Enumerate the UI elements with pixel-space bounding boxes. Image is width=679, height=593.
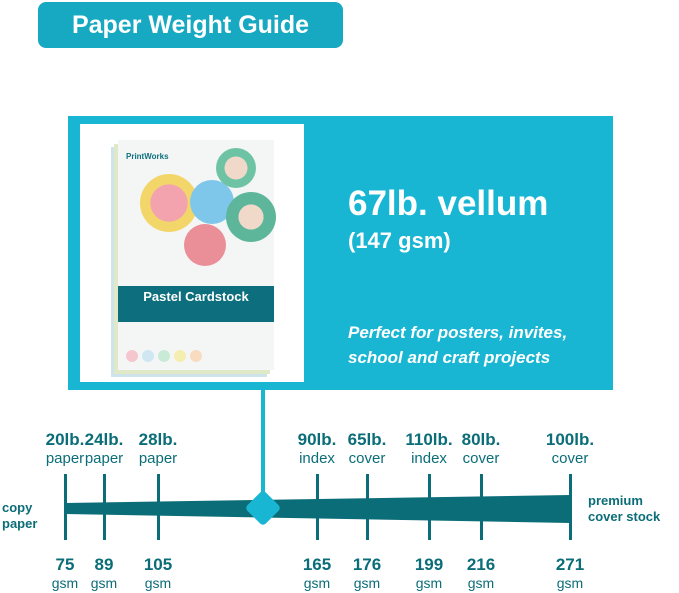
tick-gsm-label: 176 gsm bbox=[337, 556, 397, 593]
tick-gsm-label: 216 gsm bbox=[451, 556, 511, 593]
tick-gsm-label: 165 gsm bbox=[287, 556, 347, 593]
gsm-value: 271 bbox=[555, 555, 585, 574]
pinwheel-decoration bbox=[226, 192, 276, 242]
gsm-unit: gsm bbox=[303, 575, 331, 591]
brand-logo: PrintWorks bbox=[126, 152, 169, 161]
description-line: Perfect for posters, invites, bbox=[348, 323, 568, 342]
paper-type: paper bbox=[138, 450, 178, 467]
package-label: Pastel Cardstock bbox=[118, 286, 274, 322]
gsm-value: 199 bbox=[414, 555, 444, 574]
description-line: school and craft projects bbox=[348, 348, 551, 367]
gsm-value: 216 bbox=[466, 555, 496, 574]
paper-type: index bbox=[299, 450, 335, 467]
gsm-unit: gsm bbox=[144, 575, 172, 591]
gsm-value: 105 bbox=[143, 555, 173, 574]
pinwheel-decoration bbox=[140, 174, 198, 232]
label-line: paper bbox=[2, 516, 38, 531]
tick-weight-label: 28lb. paper bbox=[123, 430, 193, 468]
scale-tick bbox=[64, 474, 67, 540]
current-weight-marker bbox=[246, 491, 280, 525]
gsm-unit: gsm bbox=[51, 575, 79, 591]
scale-tick bbox=[569, 474, 572, 540]
pinwheel-decoration bbox=[216, 148, 256, 188]
scale-tick bbox=[103, 474, 106, 540]
tick-gsm-label: 89 gsm bbox=[74, 556, 134, 593]
weight-value: 24lb. bbox=[84, 430, 124, 449]
page-title: Paper Weight Guide bbox=[38, 2, 343, 48]
tick-weight-label: 110lb. index bbox=[394, 430, 464, 468]
label-line: premium bbox=[588, 493, 643, 508]
label-line: copy bbox=[2, 500, 33, 515]
weight-value: 65lb. bbox=[347, 430, 387, 449]
product-gsm: (147 gsm) bbox=[348, 228, 451, 253]
tick-weight-label: 100lb. cover bbox=[535, 430, 605, 468]
paper-type: index bbox=[411, 450, 447, 467]
product-image: PrintWorks Pastel Cardstock bbox=[80, 124, 304, 382]
paper-type: paper bbox=[84, 450, 124, 467]
scale-tick bbox=[480, 474, 483, 540]
gsm-value: 165 bbox=[302, 555, 332, 574]
weight-value: 80lb. bbox=[461, 430, 501, 449]
pinwheel-decoration bbox=[184, 224, 226, 266]
scale-tick bbox=[428, 474, 431, 540]
scale-tick bbox=[366, 474, 369, 540]
tick-weight-label: 80lb. cover bbox=[446, 430, 516, 468]
weight-value: 20lb. bbox=[45, 430, 85, 449]
weight-value: 100lb. bbox=[545, 430, 595, 449]
tick-gsm-label: 199 gsm bbox=[399, 556, 459, 593]
paper-type: cover bbox=[462, 450, 500, 467]
tick-gsm-label: 271 gsm bbox=[540, 556, 600, 593]
weight-value: 28lb. bbox=[138, 430, 178, 449]
scale-tick bbox=[316, 474, 319, 540]
cardstock-package: PrintWorks Pastel Cardstock bbox=[118, 140, 276, 370]
weight-value: 110lb. bbox=[405, 430, 453, 449]
paper-type: paper bbox=[45, 450, 85, 467]
gsm-unit: gsm bbox=[556, 575, 584, 591]
tick-weight-label: 20lb. paper bbox=[30, 430, 100, 468]
gsm-value: 89 bbox=[94, 555, 114, 574]
gsm-unit: gsm bbox=[353, 575, 381, 591]
weight-value: 90lb. bbox=[297, 430, 337, 449]
scale-right-label: premium cover stock bbox=[588, 493, 660, 525]
color-swatches bbox=[126, 350, 202, 362]
tick-gsm-label: 105 gsm bbox=[128, 556, 188, 593]
gsm-unit: gsm bbox=[90, 575, 118, 591]
paper-type: cover bbox=[348, 450, 386, 467]
gsm-value: 176 bbox=[352, 555, 382, 574]
product-weight: 67lb. vellum bbox=[348, 184, 549, 223]
tick-weight-label: 65lb. cover bbox=[332, 430, 402, 468]
label-line: cover stock bbox=[588, 509, 661, 524]
connector-line bbox=[261, 390, 265, 508]
gsm-unit: gsm bbox=[467, 575, 495, 591]
tick-gsm-label: 75 gsm bbox=[35, 556, 95, 593]
scale-tick bbox=[157, 474, 160, 540]
paper-type: cover bbox=[551, 450, 589, 467]
gsm-value: 75 bbox=[55, 555, 75, 574]
gsm-unit: gsm bbox=[415, 575, 443, 591]
featured-product-panel: PrintWorks Pastel Cardstock 67lb. vellum… bbox=[68, 116, 613, 390]
tick-weight-label: 24lb. paper bbox=[69, 430, 139, 468]
tick-weight-label: 90lb. index bbox=[282, 430, 352, 468]
product-description: Perfect for posters, invites, school and… bbox=[348, 320, 567, 370]
scale-left-label: copy paper bbox=[2, 500, 37, 532]
